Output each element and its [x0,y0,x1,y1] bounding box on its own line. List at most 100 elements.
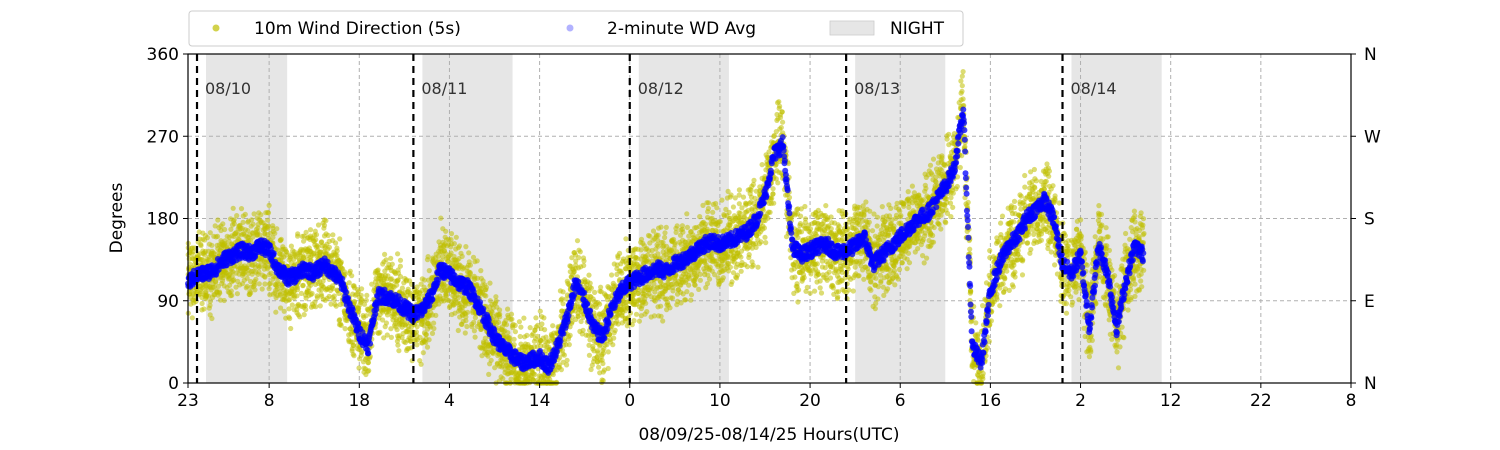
point-5s [740,194,747,200]
point-5s [242,211,248,217]
point-5s [586,342,592,348]
point-5s [250,221,256,227]
point-5s [405,286,411,292]
point-5s [873,275,879,281]
point-5s [888,205,894,211]
point-5s [262,274,268,280]
point-5s [289,302,295,308]
point-5s [383,320,389,326]
point-5s [692,282,698,288]
point-5s [472,315,478,321]
point-5s [904,266,910,272]
point-5s [240,219,246,225]
point-5s [610,342,616,348]
point-5s [586,352,593,358]
point-5s [702,221,709,227]
point-5s [455,327,461,334]
point-5s [886,232,892,238]
point-5s [705,205,712,212]
point-5s [395,251,401,257]
point-5s [209,315,215,322]
point-5s [658,224,664,230]
point-5s [511,342,517,348]
point-5s [776,99,782,105]
point-5s [554,379,560,385]
point-5s [464,323,470,330]
point-5s [686,282,692,288]
point-5s [645,252,651,258]
point-5s [247,289,253,295]
point-5s [189,315,195,321]
point-5s [710,209,716,215]
point-5s [744,264,751,270]
point-5s [399,285,405,291]
point-5s [623,236,629,242]
point-5s [587,280,593,286]
point-5s [719,197,725,203]
point-5s [459,253,465,259]
point-5s [229,292,235,298]
point-5s [388,326,394,332]
point-5s [897,208,903,214]
point-5s [930,239,937,245]
point-5s [869,228,876,234]
point-5s [612,327,618,333]
point-5s [287,315,293,322]
point-5s [298,290,304,296]
point-5s [192,245,198,251]
point-5s [587,337,593,343]
point-5s [798,213,804,219]
point-5s [380,317,386,323]
point-5s [333,240,339,246]
point-5s [323,218,329,224]
point-5s [358,292,364,298]
point-5s [347,268,353,274]
point-5s [272,230,278,236]
point-5s [216,289,223,295]
point-5s [295,233,301,239]
point-5s [234,291,240,297]
point-5s [680,229,686,235]
point-5s [778,124,784,131]
point-5s [465,309,471,315]
point-5s [214,233,221,239]
point-5s [255,225,261,231]
point-5s [643,300,649,306]
point-5s [861,211,867,218]
point-5s [485,353,491,359]
point-5s [590,343,596,349]
point-5s [448,237,454,243]
point-5s [906,204,912,210]
point-5s [751,177,757,183]
point-5s [319,239,325,245]
point-5s [338,259,344,265]
point-5s [394,327,400,333]
point-5s [775,180,781,186]
point-5s [308,257,314,263]
point-5s [478,268,484,274]
point-5s [861,276,867,282]
point-5s [647,233,653,239]
point-5s [542,327,548,333]
point-5s [771,133,777,140]
point-5s [321,222,328,228]
point-5s [426,337,432,343]
point-5s [351,342,357,348]
point-5s [497,314,503,320]
point-5s [265,210,272,216]
point-5s [267,280,273,286]
point-5s [397,263,403,269]
point-5s [431,325,437,332]
point-5s [596,364,602,370]
point-5s [636,318,643,324]
point-5s [696,286,702,292]
point-5s [471,319,477,325]
point-5s [533,315,539,321]
point-5s [325,232,331,238]
point-5s [270,234,276,240]
point-5s [470,254,477,260]
point-5s [600,378,606,384]
point-5s [244,283,250,289]
point-5s [517,333,523,340]
